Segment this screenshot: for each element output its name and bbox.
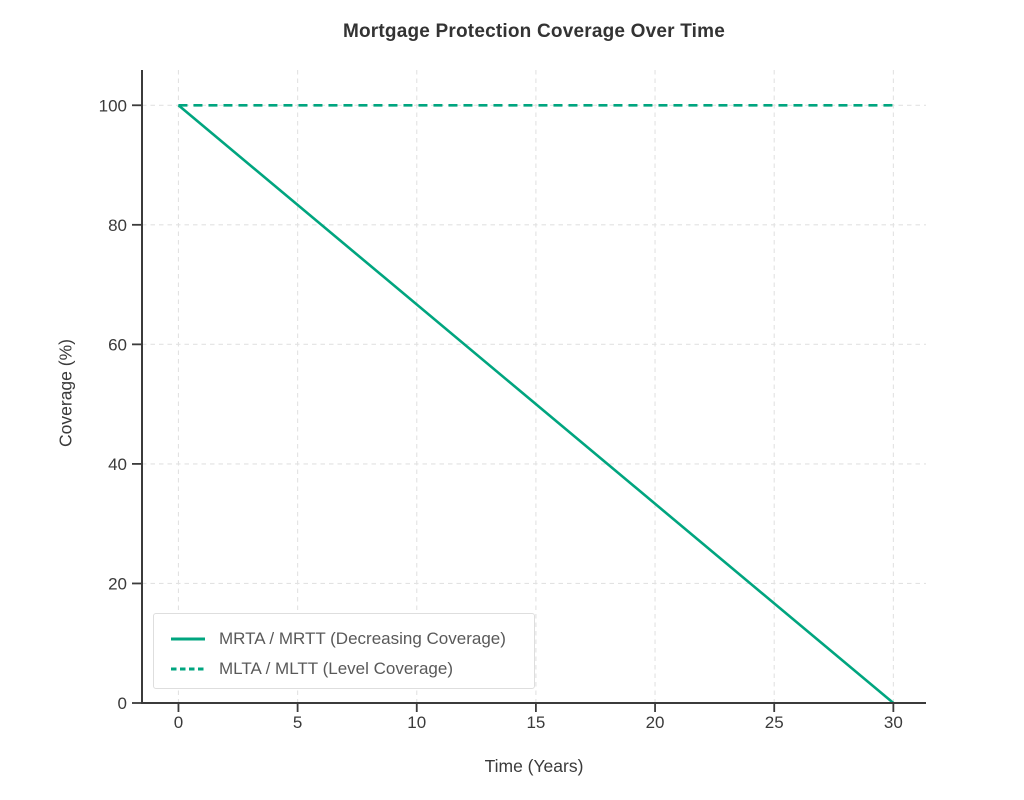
series-line-0 <box>177 104 895 704</box>
x-tick-label: 5 <box>293 713 302 732</box>
y-tick-label: 100 <box>99 96 127 115</box>
y-tick-label: 20 <box>108 574 127 593</box>
x-axis-label: Time (Years) <box>484 756 584 776</box>
x-tick-label: 0 <box>174 713 183 732</box>
series-lines <box>177 103 895 704</box>
y-tick-label: 60 <box>108 335 127 354</box>
y-axis-label-text: Coverage (%) <box>55 339 76 447</box>
legend-item-mrta: MRTA / MRTT (Decreasing Coverage) <box>154 624 534 654</box>
x-tick-label: 15 <box>526 713 545 732</box>
tick-labels: 0 5 10 15 20 25 30 0 20 40 60 80 100 <box>99 96 903 732</box>
axes <box>141 70 926 704</box>
tick-marks <box>132 104 895 712</box>
y-tick-label: 0 <box>118 694 127 713</box>
chart-title: Mortgage Protection Coverage Over Time <box>342 21 726 42</box>
legend-label-mrta: MRTA / MRTT (Decreasing Coverage) <box>219 629 506 648</box>
legend: MRTA / MRTT (Decreasing Coverage) MLTA /… <box>153 613 535 689</box>
gridlines <box>142 70 926 704</box>
x-tick-label: 30 <box>884 713 903 732</box>
legend-item-mlta: MLTA / MLTT (Level Coverage) <box>154 654 534 684</box>
x-tick-label: 25 <box>765 713 784 732</box>
dashed-line-swatch-icon <box>171 667 205 671</box>
x-tick-label: 20 <box>646 713 665 732</box>
y-tick-label: 80 <box>108 216 127 235</box>
legend-label-mlta: MLTA / MLTT (Level Coverage) <box>219 659 453 678</box>
solid-line-swatch-icon <box>171 637 205 641</box>
x-tick-label: 10 <box>407 713 426 732</box>
y-tick-label: 40 <box>108 455 127 474</box>
